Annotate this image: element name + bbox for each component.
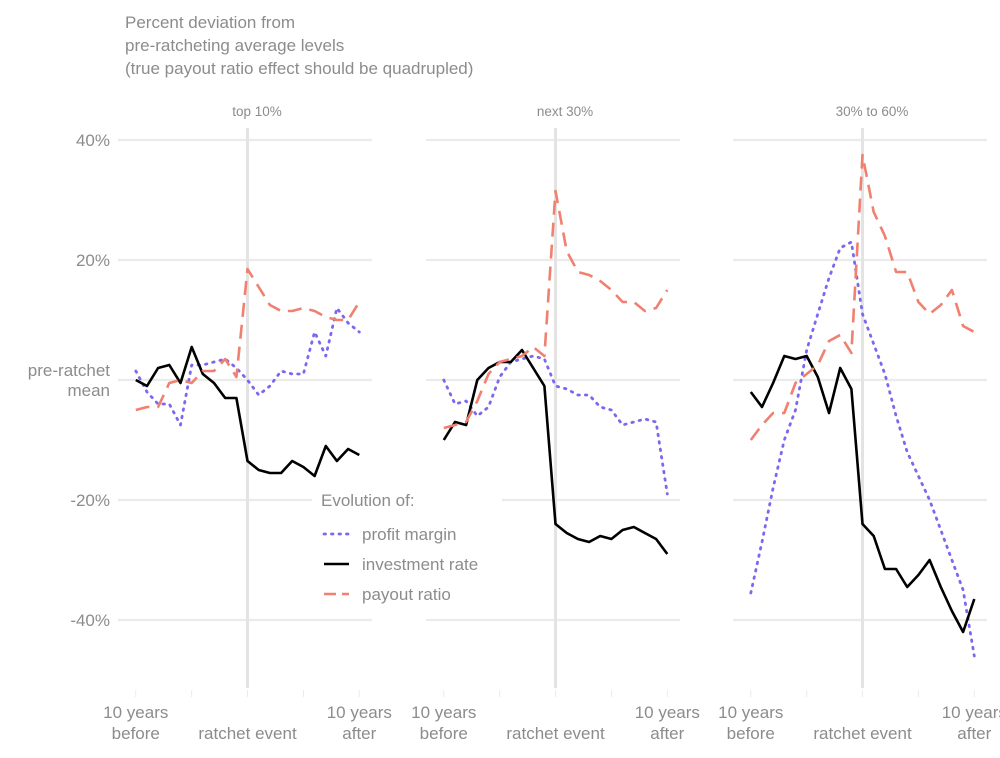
y-axis: 40% 20% pre-ratchet mean -20% -40% [28, 131, 110, 630]
x-tick-label-line: ratchet event [198, 724, 297, 743]
x-tick-label-line: before [420, 724, 468, 743]
title-line: Percent deviation from [125, 13, 295, 32]
panel-title: 30% to 60% [836, 104, 909, 119]
x-tick-label: ratchet event [506, 724, 605, 743]
series-line-payout-ratio [749, 153, 975, 441]
y-tick-label: pre-ratchet mean [28, 361, 110, 400]
x-tick-label-line: 10 years [327, 703, 392, 722]
x-tick-label-line: before [727, 724, 775, 743]
series-line-profit-margin [134, 306, 361, 427]
y-tick-label: 40% [76, 131, 110, 150]
series-line-profit-margin [442, 354, 669, 496]
y-tick-label: 20% [76, 251, 110, 270]
x-tick-label-line: after [342, 724, 376, 743]
y-tick-label-line: pre-ratchet [28, 361, 110, 380]
x-tick-label-line: 10 years [103, 703, 168, 722]
x-tick-label: 10 years before [411, 703, 476, 743]
panel-3: 30% to 60% 10 years before ratchet event 10 … [718, 104, 1000, 743]
title-line: (true payout ratio effect should be quad… [125, 59, 473, 78]
x-tick-label: 10 years after [635, 703, 700, 743]
x-tick-label: ratchet event [813, 724, 912, 743]
series-line-profit-margin [749, 240, 976, 658]
legend-label: payout ratio [362, 585, 451, 604]
series-line-investment-rate [135, 345, 360, 478]
panel-title: next 30% [537, 104, 593, 119]
legend: Evolution of: profit margin investment rat… [312, 484, 502, 612]
x-tick-label: 10 years before [718, 703, 783, 743]
y-tick-label: -40% [70, 611, 110, 630]
x-tick-label: 10 years after [942, 703, 1000, 743]
x-tick-label-line: after [650, 724, 684, 743]
facet-panels: top 10% 10 years before ratchet event 10 yea… [103, 104, 1000, 743]
x-tick-label: 10 years after [327, 703, 392, 743]
series-line-investment-rate [749, 354, 976, 634]
chart-title: Percent deviation from pre-ratcheting ave… [125, 13, 473, 78]
y-tick-label-line: mean [67, 381, 110, 400]
series-line-investment-rate [442, 348, 669, 555]
x-tick-label-line: before [112, 724, 160, 743]
x-tick-label: 10 years before [103, 703, 168, 743]
x-tick-label-line: 10 years [411, 703, 476, 722]
y-tick-label: -20% [70, 491, 110, 510]
x-tick-label-line: 10 years [635, 703, 700, 722]
panel-title: top 10% [232, 104, 282, 119]
x-tick-label-line: 10 years [942, 703, 1000, 722]
x-tick-label-line: ratchet event [506, 724, 605, 743]
legend-title: Evolution of: [321, 491, 415, 510]
legend-label: investment rate [362, 555, 478, 574]
x-tick-label: ratchet event [198, 724, 297, 743]
legend-background [312, 484, 502, 612]
panel-2: next 30% 10 years before ratchet event 10 ye… [411, 104, 700, 743]
title-line: pre-ratcheting average levels [125, 36, 344, 55]
series-line-payout-ratio [443, 189, 669, 430]
x-tick-label-line: 10 years [718, 703, 783, 722]
legend-label: profit margin [362, 525, 456, 544]
panel-1: top 10% 10 years before ratchet event 10 yea… [103, 104, 392, 743]
x-tick-label-line: after [957, 724, 991, 743]
series-line-payout-ratio [135, 267, 361, 412]
x-tick-label-line: ratchet event [813, 724, 912, 743]
